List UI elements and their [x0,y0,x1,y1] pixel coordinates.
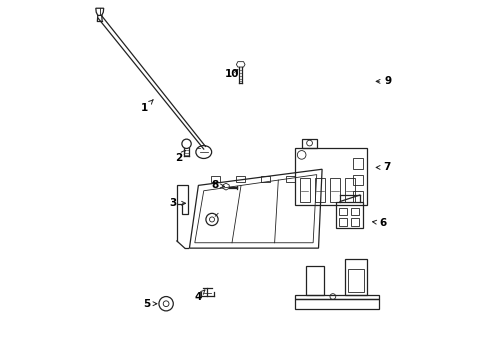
Bar [344,178,355,202]
Bar [345,259,367,295]
Bar [339,208,347,215]
Text: 10: 10 [225,69,240,79]
Bar [353,158,364,169]
Bar [299,178,310,202]
Text: 1: 1 [141,100,153,113]
Text: 9: 9 [376,76,392,86]
Bar [261,176,270,182]
Bar [295,148,367,205]
Text: 3: 3 [170,198,186,208]
Bar [351,219,359,226]
Text: 8: 8 [211,180,224,190]
Bar [353,191,364,202]
Bar [211,176,220,182]
Bar [337,202,364,228]
Bar [236,176,245,182]
Text: 6: 6 [372,218,387,228]
Bar [295,295,379,299]
Text: 4: 4 [195,290,205,302]
Bar [353,175,364,185]
Bar [330,178,341,202]
Bar [339,219,347,226]
Bar [306,266,324,295]
Text: 7: 7 [376,162,391,172]
Bar [348,269,364,292]
Bar [351,208,359,215]
Bar [315,178,325,202]
Bar [295,299,379,309]
Text: 2: 2 [175,150,185,163]
Text: 5: 5 [143,299,157,309]
Bar [286,176,295,182]
